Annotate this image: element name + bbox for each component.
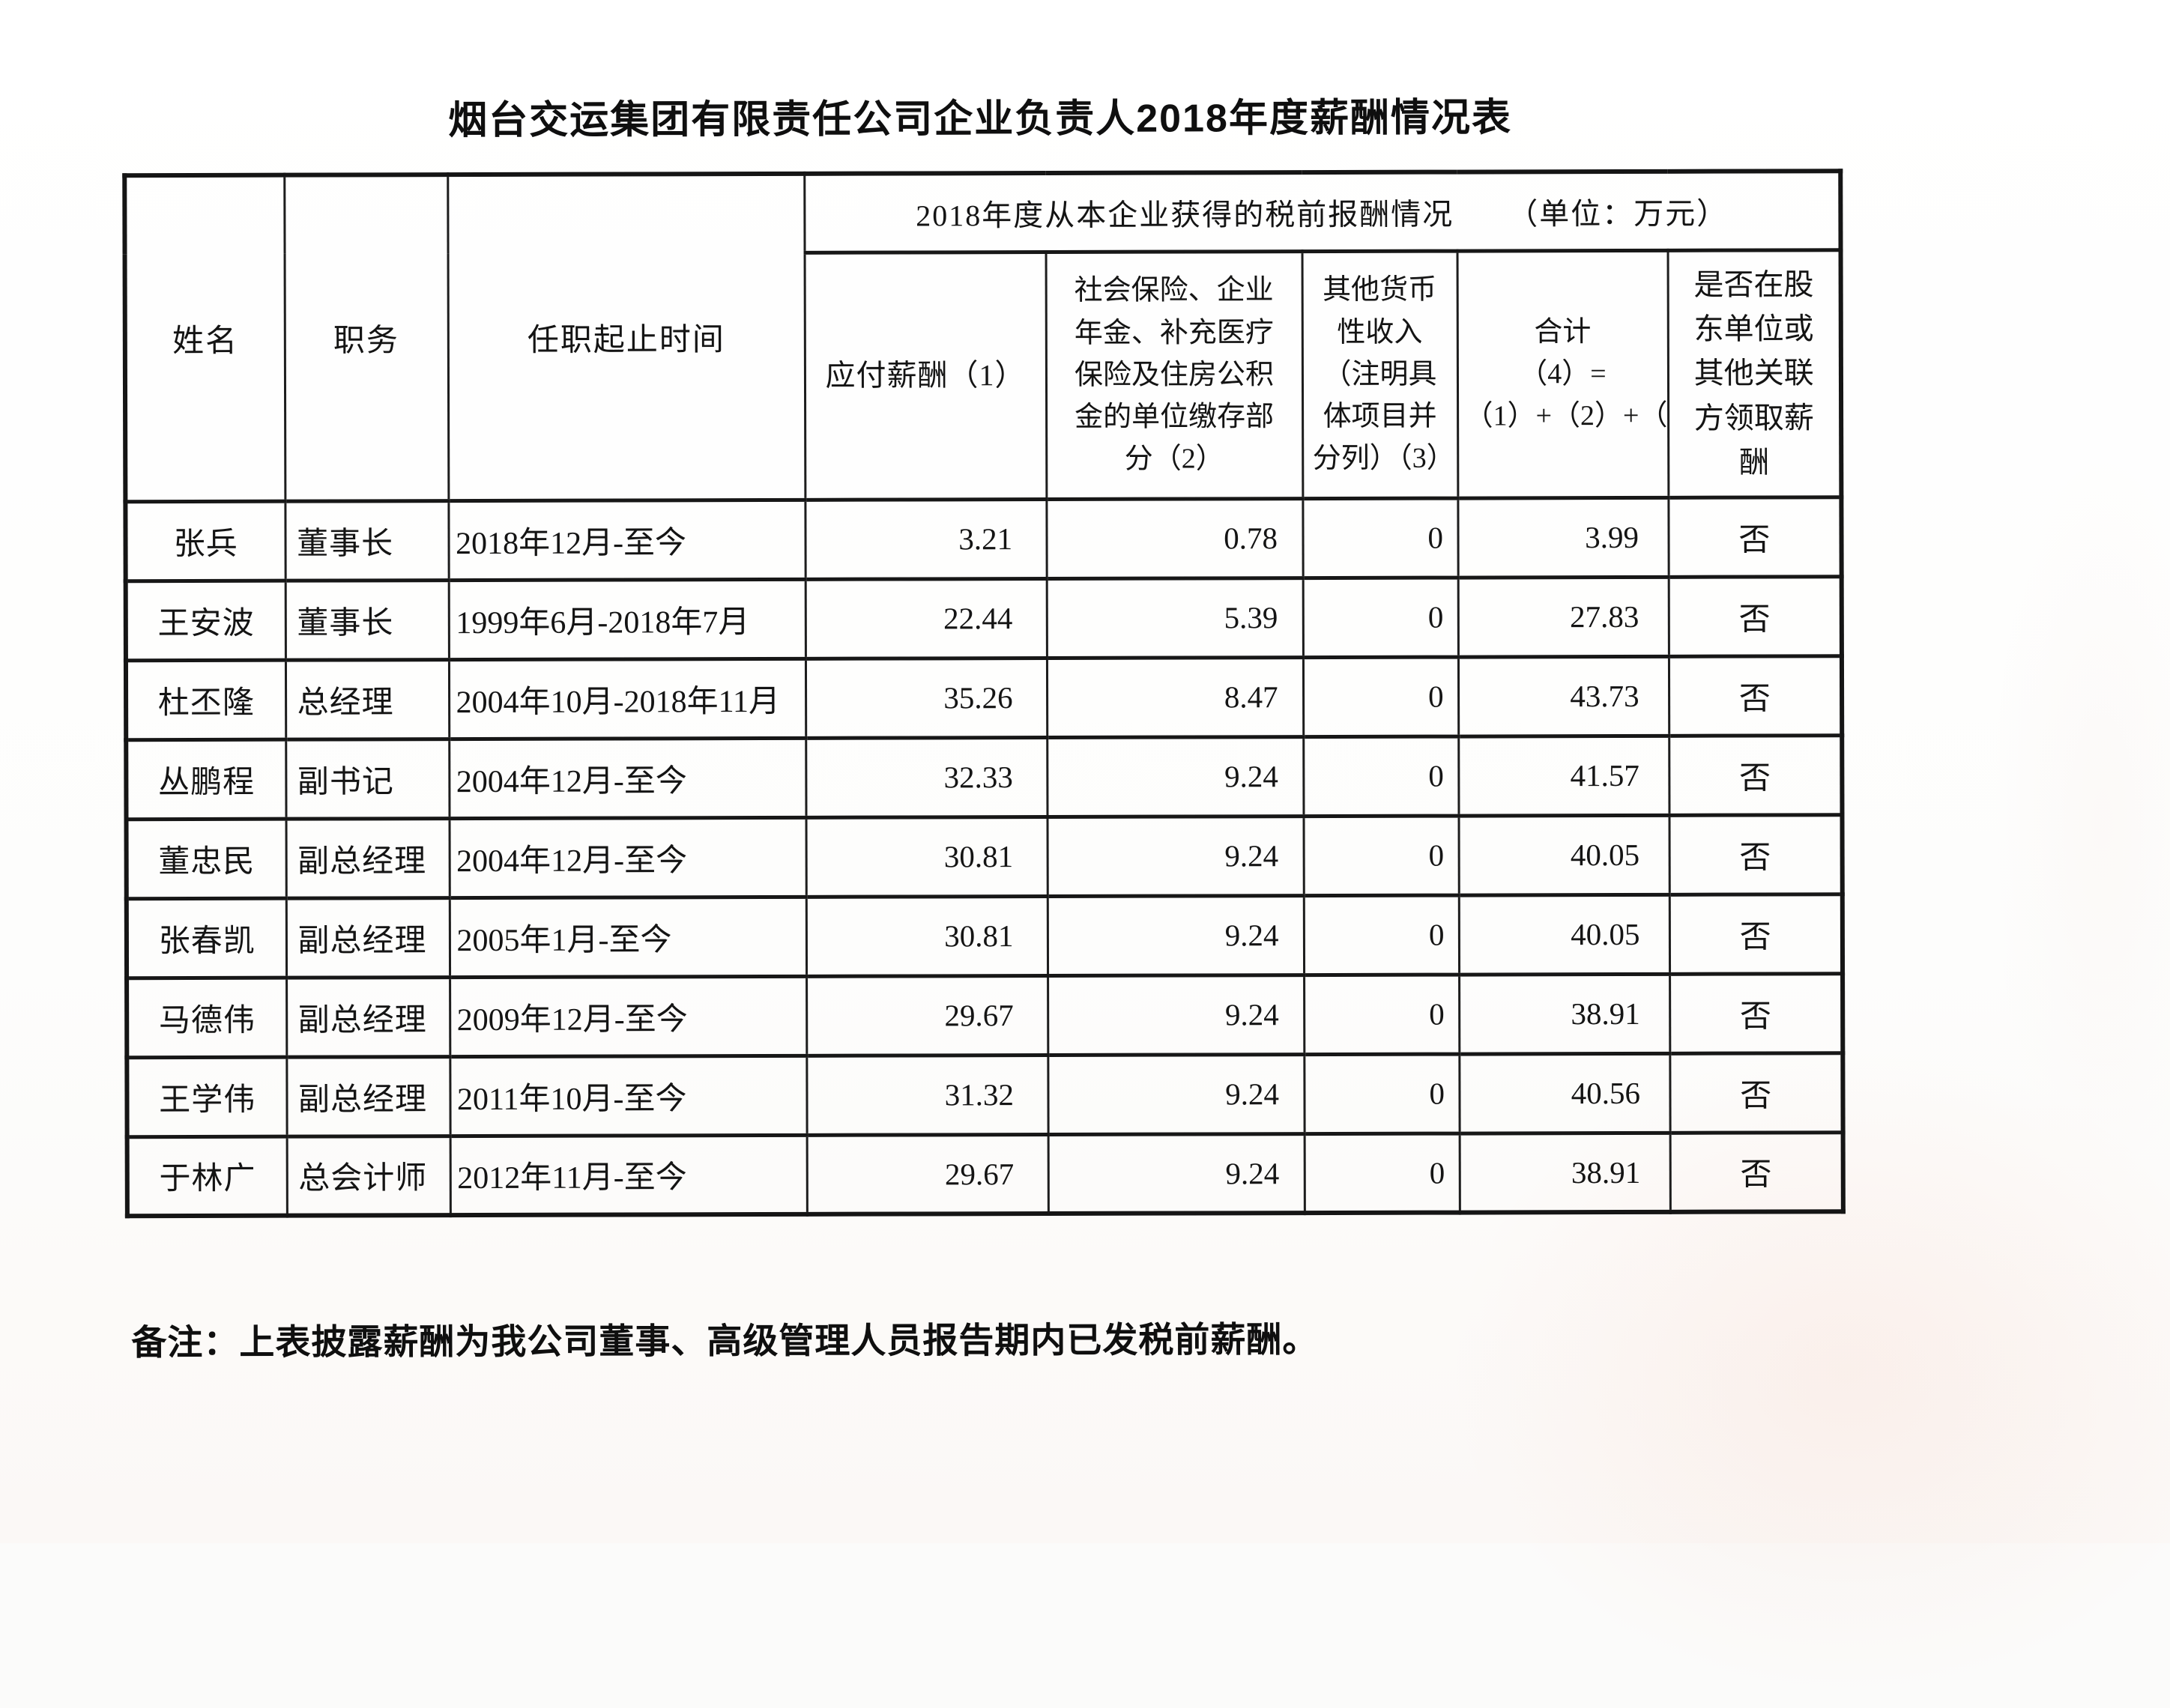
- tenure-cell: 1999年6月-2018年7月: [449, 579, 806, 659]
- position-cell: 副书记: [285, 739, 449, 819]
- table-row: 董忠民 副总经理 2004年12月-至今 30.81 9.24 0 40.05 …: [127, 814, 1843, 898]
- column-header-total: 合计 （4）=（1）+（2）+（3）: [1457, 250, 1669, 498]
- related-party-cell: 否: [1669, 576, 1842, 656]
- insurance-cell: 5.39: [1047, 578, 1303, 658]
- insurance-cell: 9.24: [1048, 1054, 1304, 1134]
- payable-salary-cell: 35.26: [806, 658, 1047, 738]
- unit-label: （单位：万元）: [1508, 196, 1728, 231]
- payable-salary-cell: 3.21: [805, 499, 1046, 579]
- other-income-cell: 0: [1303, 736, 1458, 817]
- related-party-cell: 否: [1669, 655, 1842, 736]
- position-cell: 副总经理: [286, 977, 450, 1057]
- footer-note: 备注：上表披露薪酬为我公司董事、高级管理人员报告期内已发税前薪酬。: [131, 1310, 1318, 1365]
- insurance-cell: 0.78: [1046, 498, 1302, 578]
- table-row: 杜丕隆 总经理 2004年10月-2018年11月 35.26 8.47 0 4…: [126, 655, 1842, 739]
- insurance-cell: 9.24: [1048, 975, 1304, 1055]
- other-income-cell: 0: [1304, 975, 1459, 1055]
- name-cell: 杜丕隆: [126, 660, 285, 740]
- payable-salary-cell: 29.67: [807, 1134, 1048, 1214]
- payable-salary-cell: 29.67: [806, 975, 1048, 1056]
- insurance-cell: 9.24: [1047, 736, 1303, 817]
- total-cell: 40.05: [1458, 815, 1669, 895]
- other-income-cell: 0: [1305, 1133, 1460, 1214]
- column-header-name: 姓名: [124, 175, 285, 502]
- table-row: 马德伟 副总经理 2009年12月-至今 29.67 9.24 0 38.91 …: [127, 973, 1843, 1057]
- tenure-cell: 2004年10月-2018年11月: [449, 658, 806, 739]
- table-row: 于林广 总会计师 2012年11月-至今 29.67 9.24 0 38.91 …: [127, 1132, 1843, 1216]
- document-sheet: 烟台交运集团有限责任公司企业负责人2018年度薪酬情况表 姓名 职务 任职起止时…: [0, 0, 2170, 1546]
- position-cell: 副总经理: [286, 818, 450, 898]
- payable-salary-cell: 32.33: [806, 737, 1047, 817]
- salary-table: 姓名 职务 任职起止时间 2018年度从本企业获得的税前报酬情况（单位：万元） …: [122, 169, 1846, 1218]
- insurance-cell: 9.24: [1048, 1133, 1305, 1214]
- other-income-cell: 0: [1303, 816, 1458, 896]
- other-income-cell: 0: [1304, 1054, 1459, 1134]
- name-cell: 董忠民: [127, 819, 286, 899]
- related-party-cell: 否: [1670, 1132, 1843, 1212]
- name-cell: 王学伟: [127, 1057, 286, 1137]
- related-party-cell: 否: [1668, 497, 1841, 577]
- other-income-cell: 0: [1303, 657, 1458, 737]
- position-cell: 总会计师: [287, 1136, 450, 1216]
- payable-salary-cell: 31.32: [806, 1055, 1048, 1135]
- related-party-cell: 否: [1669, 973, 1843, 1053]
- related-party-cell: 否: [1669, 894, 1843, 974]
- tenure-cell: 2018年12月-至今: [448, 500, 805, 580]
- related-party-cell: 否: [1669, 814, 1842, 894]
- insurance-cell: 9.24: [1048, 895, 1304, 975]
- tenure-cell: 2012年11月-至今: [450, 1135, 807, 1215]
- tenure-cell: 2004年12月-至今: [450, 817, 806, 897]
- tenure-cell: 2005年1月-至今: [450, 897, 806, 977]
- column-header-other-monetary-income: 其他货币性收入（注明具体项目并分列）（3）: [1302, 251, 1458, 499]
- column-header-pretax-group: 2018年度从本企业获得的税前报酬情况 （单位：万元）: [804, 171, 1840, 252]
- table-row: 丛鹏程 副书记 2004年12月-至今 32.33 9.24 0 41.57 否: [126, 735, 1842, 819]
- total-cell: 40.05: [1459, 894, 1669, 975]
- insurance-cell: 8.47: [1047, 657, 1303, 737]
- related-party-cell: 否: [1669, 735, 1842, 815]
- payable-salary-cell: 30.81: [806, 817, 1047, 897]
- column-header-position: 职务: [284, 175, 448, 501]
- insurance-cell: 9.24: [1047, 816, 1303, 896]
- name-cell: 王安波: [126, 581, 285, 661]
- name-cell: 张春凯: [127, 898, 286, 978]
- position-cell: 董事长: [285, 500, 448, 581]
- other-income-cell: 0: [1302, 498, 1457, 578]
- total-cell: 27.83: [1458, 577, 1669, 657]
- table-row: 张兵 董事长 2018年12月-至今 3.21 0.78 0 3.99 否: [125, 497, 1841, 581]
- name-cell: 马德伟: [127, 978, 286, 1058]
- tenure-cell: 2011年10月-至今: [450, 1056, 806, 1136]
- other-income-cell: 0: [1303, 578, 1458, 658]
- payable-salary-cell: 30.81: [806, 896, 1048, 976]
- total-cell: 38.91: [1460, 1133, 1670, 1213]
- table-header-row-group: 姓名 职务 任职起止时间 2018年度从本企业获得的税前报酬情况（单位：万元）: [124, 171, 1840, 254]
- tenure-cell: 2009年12月-至今: [450, 976, 806, 1056]
- position-cell: 副总经理: [286, 1056, 450, 1136]
- related-party-cell: 否: [1669, 1053, 1843, 1133]
- total-cell: 3.99: [1457, 497, 1668, 578]
- page-title: 烟台交运集团有限责任公司企业负责人2018年度薪酬情况表: [122, 85, 1838, 145]
- name-cell: 于林广: [127, 1136, 287, 1217]
- name-cell: 丛鹏程: [126, 739, 285, 820]
- tenure-cell: 2004年12月-至今: [449, 738, 806, 818]
- table-row: 张春凯 副总经理 2005年1月-至今 30.81 9.24 0 40.05 否: [127, 894, 1843, 978]
- group-header-text: 2018年度从本企业获得的税前报酬情况: [916, 197, 1454, 232]
- total-cell: 41.57: [1458, 736, 1669, 816]
- total-cell: 38.91: [1459, 974, 1669, 1054]
- name-cell: 张兵: [125, 501, 285, 581]
- payable-salary-cell: 22.44: [806, 578, 1047, 658]
- table-row: 王安波 董事长 1999年6月-2018年7月 22.44 5.39 0 27.…: [126, 576, 1842, 660]
- position-cell: 总经理: [285, 659, 449, 739]
- column-header-related-party-pay: 是否在股东单位或其他关联方领取薪酬: [1668, 249, 1842, 497]
- total-cell: 43.73: [1458, 656, 1669, 736]
- column-header-tenure: 任职起止时间: [447, 174, 805, 500]
- total-cell: 40.56: [1459, 1053, 1669, 1133]
- position-cell: 副总经理: [286, 897, 450, 978]
- other-income-cell: 0: [1304, 895, 1459, 975]
- table-row: 王学伟 副总经理 2011年10月-至今 31.32 9.24 0 40.56 …: [127, 1053, 1843, 1136]
- column-header-payable-salary: 应付薪酬（1）: [805, 252, 1047, 500]
- position-cell: 董事长: [285, 580, 449, 660]
- column-header-insurance-contribution: 社会保险、企业年金、补充医疗保险及住房公积金的单位缴存部分（2）: [1046, 251, 1303, 499]
